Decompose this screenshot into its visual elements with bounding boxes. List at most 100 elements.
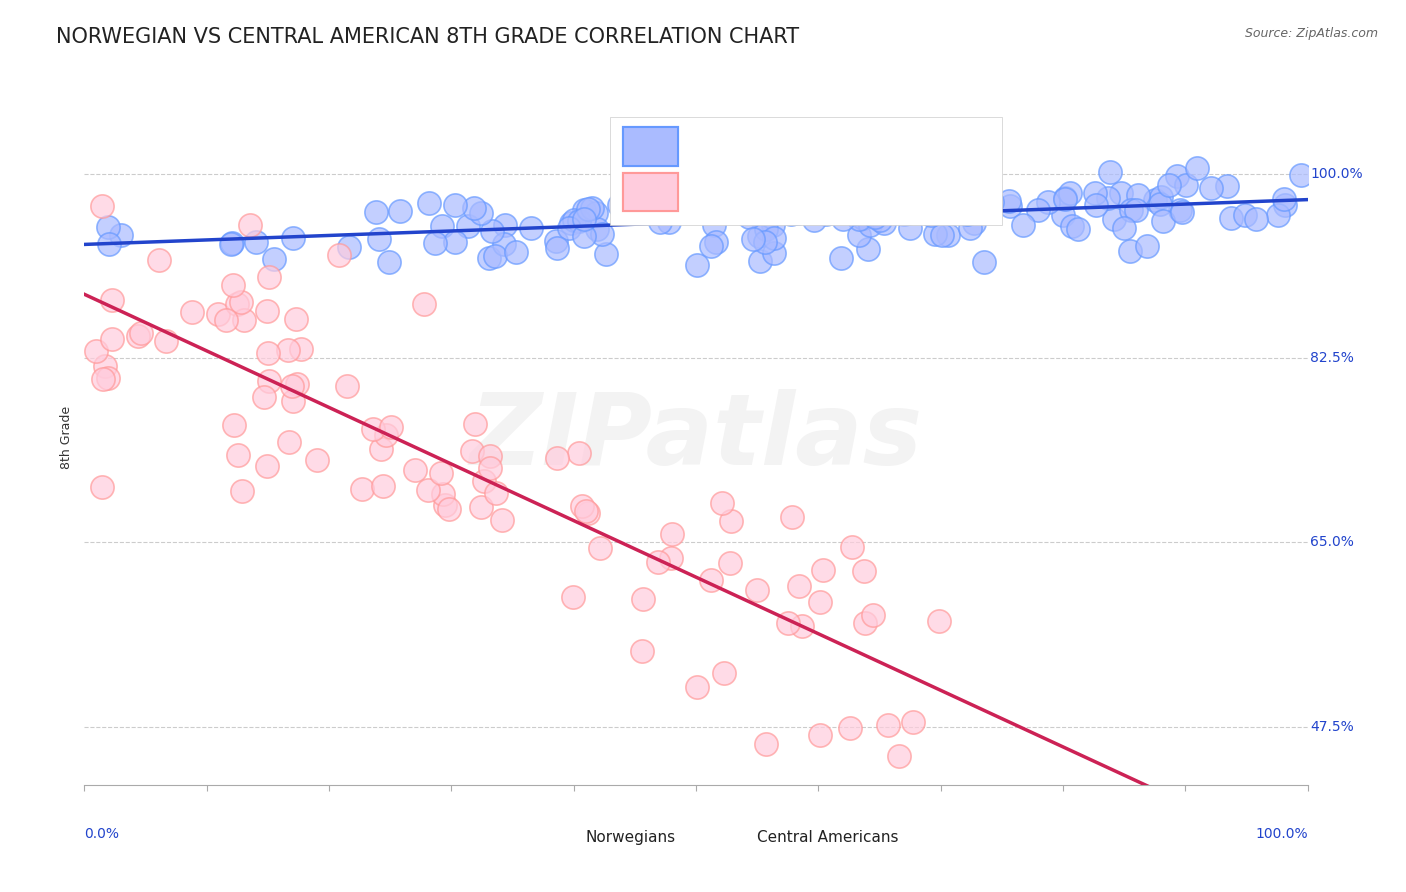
Point: [762, 231, 785, 245]
Point: [813, 563, 835, 577]
Point: [281, 393, 304, 408]
Point: [776, 615, 799, 630]
Point: [572, 228, 595, 243]
Point: [491, 513, 513, 527]
Text: 100.0%: 100.0%: [1256, 827, 1308, 840]
Point: [959, 220, 981, 235]
FancyBboxPatch shape: [720, 827, 751, 847]
Point: [763, 246, 786, 260]
Point: [97, 219, 120, 234]
Point: [285, 376, 308, 391]
Text: 100.0%: 100.0%: [1310, 167, 1362, 180]
Point: [786, 205, 808, 219]
Point: [1059, 186, 1081, 201]
Point: [574, 504, 596, 518]
Point: [233, 313, 256, 327]
Point: [631, 643, 654, 657]
Point: [918, 199, 941, 213]
Point: [754, 235, 776, 250]
Point: [479, 461, 502, 475]
Point: [853, 564, 876, 578]
Point: [907, 161, 929, 176]
FancyBboxPatch shape: [623, 128, 678, 166]
Point: [904, 191, 927, 205]
Point: [803, 212, 825, 227]
Point: [780, 207, 803, 221]
Point: [898, 221, 921, 235]
Point: [797, 186, 820, 200]
Text: Source: ZipAtlas.com: Source: ZipAtlas.com: [1244, 27, 1378, 40]
Point: [748, 254, 770, 268]
Point: [412, 296, 434, 310]
Point: [745, 583, 768, 598]
Point: [838, 721, 860, 735]
Point: [1199, 798, 1222, 813]
Point: [1168, 203, 1191, 218]
Point: [1119, 244, 1142, 259]
Point: [768, 202, 790, 216]
Point: [928, 614, 950, 628]
Point: [472, 475, 495, 489]
Point: [738, 211, 761, 225]
Text: R =  0.461   N = 152: R = 0.461 N = 152: [690, 132, 893, 151]
Point: [557, 220, 579, 235]
Point: [207, 307, 229, 321]
Point: [221, 236, 243, 251]
Point: [904, 791, 927, 805]
Point: [720, 514, 742, 528]
Point: [404, 463, 426, 477]
Point: [1199, 180, 1222, 194]
Point: [614, 169, 637, 184]
Point: [423, 235, 446, 250]
Point: [1112, 221, 1135, 235]
Point: [464, 417, 486, 431]
Point: [494, 218, 516, 232]
Point: [239, 218, 262, 232]
Point: [818, 191, 841, 205]
Point: [91, 199, 114, 213]
Point: [696, 202, 718, 217]
Point: [1272, 193, 1295, 207]
Point: [679, 198, 702, 212]
Point: [810, 728, 832, 742]
Point: [1125, 203, 1147, 218]
Point: [686, 680, 709, 694]
Point: [256, 304, 278, 318]
Point: [703, 218, 725, 232]
Point: [226, 297, 249, 311]
Point: [479, 449, 502, 463]
Point: [1149, 197, 1171, 211]
Point: [808, 595, 831, 609]
Point: [745, 206, 768, 220]
Point: [955, 207, 977, 221]
Point: [813, 181, 835, 195]
Point: [862, 607, 884, 622]
Point: [418, 196, 440, 211]
Point: [718, 557, 741, 571]
Point: [1150, 189, 1173, 203]
Point: [848, 228, 870, 243]
Point: [484, 249, 506, 263]
Point: [221, 237, 243, 252]
Point: [180, 304, 202, 318]
Point: [814, 207, 837, 221]
Point: [1099, 165, 1122, 179]
Point: [588, 541, 610, 555]
Point: [560, 216, 582, 230]
Point: [1234, 208, 1257, 222]
Point: [1289, 169, 1312, 183]
Point: [1136, 239, 1159, 253]
Point: [364, 205, 387, 219]
Point: [148, 253, 170, 268]
Text: 0.0%: 0.0%: [84, 827, 120, 840]
Point: [281, 231, 304, 245]
Point: [830, 252, 852, 266]
Point: [755, 737, 778, 751]
Point: [110, 228, 132, 243]
Point: [481, 224, 503, 238]
Text: 82.5%: 82.5%: [1310, 351, 1354, 365]
Point: [368, 232, 391, 246]
Point: [463, 201, 485, 215]
Point: [84, 344, 107, 359]
Point: [352, 482, 374, 496]
